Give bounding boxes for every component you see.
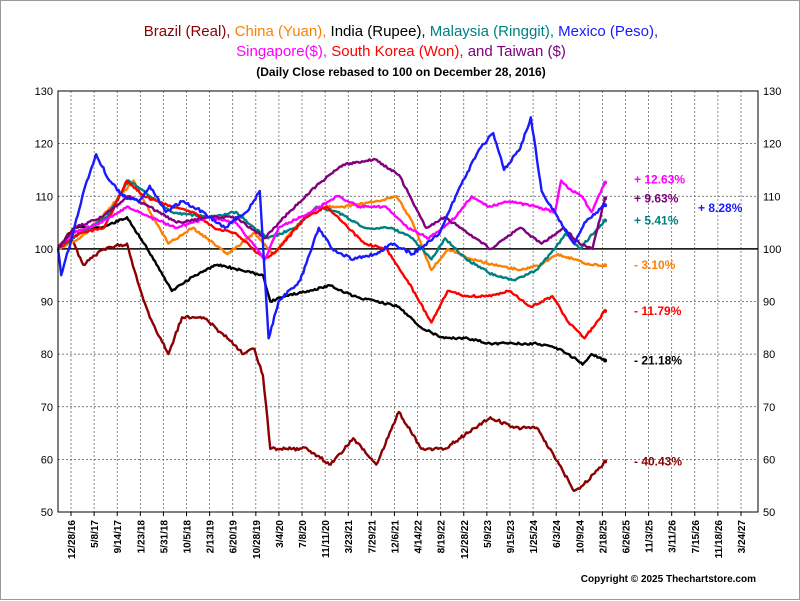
x-tick-label: 6/20/19 bbox=[229, 520, 240, 554]
series-end-label: + 8.28% bbox=[698, 201, 743, 215]
x-tick-label: 6/26/25 bbox=[621, 520, 632, 554]
series-line bbox=[56, 216, 606, 366]
series-end-point bbox=[603, 358, 608, 363]
y-tick-label-right: 100 bbox=[763, 244, 781, 256]
y-tick-label-left: 70 bbox=[41, 402, 53, 414]
title1-part-0: Brazil (Real), bbox=[144, 23, 235, 40]
title2-part-2: and Taiwan ($) bbox=[468, 43, 566, 60]
x-tick-label: 7/29/21 bbox=[367, 520, 378, 554]
x-tick-label: 1/25/24 bbox=[529, 520, 540, 554]
x-tick-label: 5/31/18 bbox=[159, 520, 170, 554]
x-tick-label: 12/6/21 bbox=[390, 520, 401, 554]
series-end-point bbox=[603, 459, 608, 464]
series-line bbox=[57, 179, 606, 272]
x-tick-label: 12/28/22 bbox=[460, 520, 471, 559]
y-tick-label-right: 80 bbox=[763, 349, 775, 361]
y-tick-label-left: 80 bbox=[41, 349, 53, 361]
title1-part-2: India (Rupee), bbox=[331, 23, 430, 40]
x-axis: 12/28/16 5/8/17 9/14/17 1/23/18 5/31/18 10/5/… bbox=[67, 512, 748, 559]
series-end-point bbox=[603, 180, 608, 185]
series-end-label: - 3.10% bbox=[634, 258, 676, 272]
title-line-2: Singapore($), South Korea (Won), and Tai… bbox=[236, 43, 566, 60]
x-tick-label: 3/11/26 bbox=[668, 520, 679, 553]
x-tick-label: 5/8/17 bbox=[90, 520, 101, 548]
title1-part-1: China (Yuan), bbox=[235, 23, 331, 40]
series-end-point bbox=[603, 263, 608, 268]
series-end-point bbox=[603, 308, 608, 313]
series-line bbox=[56, 231, 606, 493]
x-tick-label: 7/15/26 bbox=[691, 520, 702, 554]
y-tick-label-right: 90 bbox=[763, 297, 775, 309]
y-tick-label-left: 50 bbox=[41, 507, 53, 519]
y-tick-label-left: 120 bbox=[35, 139, 53, 151]
y-tick-label-left: 110 bbox=[35, 191, 53, 203]
x-tick-label: 6/3/24 bbox=[552, 520, 563, 548]
chart-title: Brazil (Real), China (Yuan), India (Rupe… bbox=[144, 23, 658, 79]
plot-border bbox=[57, 90, 759, 513]
series-end-label: + 5.41% bbox=[634, 213, 679, 227]
series-layer bbox=[56, 116, 608, 493]
end-labels: - 40.43% - 21.18% - 3.10% + 5.41% - 11.79% + … bbox=[634, 172, 743, 468]
y-tick-label-left: 60 bbox=[41, 454, 53, 466]
x-tick-label: 2/18/25 bbox=[598, 520, 609, 554]
x-tick-label: 10/28/19 bbox=[252, 520, 263, 559]
x-tick-label: 9/15/23 bbox=[506, 520, 517, 554]
chart-subtitle: (Daily Close rebased to 100 on December … bbox=[256, 65, 545, 79]
y-tick-label-right: 60 bbox=[763, 454, 775, 466]
x-tick-label: 3/24/27 bbox=[737, 520, 748, 554]
y-axis-right: 50 60 70 80 90 100 110 120 130 bbox=[763, 86, 781, 519]
x-tick-label: 7/8/20 bbox=[298, 520, 309, 548]
title2-part-1: South Korea (Won), bbox=[331, 43, 467, 60]
title1-part-3: Malaysia (Ringgit), bbox=[430, 23, 558, 40]
series-end-label: - 11.79% bbox=[634, 304, 682, 318]
x-tick-label: 9/14/17 bbox=[113, 520, 124, 554]
title-line-1: Brazil (Real), China (Yuan), India (Rupe… bbox=[144, 23, 658, 40]
x-tick-label: 4/14/22 bbox=[414, 520, 425, 554]
y-tick-label-left: 100 bbox=[35, 244, 53, 256]
x-tick-label: 3/23/21 bbox=[344, 520, 355, 554]
series-end-point bbox=[603, 218, 608, 223]
series-end-label: - 40.43% bbox=[634, 454, 682, 468]
y-tick-label-left: 90 bbox=[41, 297, 53, 309]
y-tick-label-right: 110 bbox=[763, 191, 781, 203]
y-tick-label-right: 120 bbox=[763, 139, 781, 151]
x-tick-label: 11/18/26 bbox=[714, 520, 725, 559]
x-tick-label: 10/9/24 bbox=[575, 520, 586, 554]
series-end-label: - 21.18% bbox=[634, 353, 682, 367]
y-axis-left: 50 60 70 80 90 100 110 120 130 bbox=[35, 86, 53, 519]
x-tick-label: 12/28/16 bbox=[67, 520, 78, 559]
title1-part-4: Mexico (Peso), bbox=[558, 23, 658, 40]
x-tick-label: 3/4/20 bbox=[275, 520, 286, 548]
x-tick-label: 1/23/18 bbox=[136, 520, 147, 554]
y-tick-label-right: 50 bbox=[763, 507, 775, 519]
title2-part-0: Singapore($), bbox=[236, 43, 331, 60]
x-tick-label: 5/9/23 bbox=[483, 520, 494, 548]
x-tick-label: 11/11/20 bbox=[321, 520, 332, 558]
x-tick-label: 11/3/25 bbox=[645, 520, 656, 553]
series-line bbox=[57, 179, 606, 340]
x-tick-label: 8/19/22 bbox=[437, 520, 448, 554]
x-tick-label: 2/13/19 bbox=[206, 520, 217, 554]
series-line bbox=[56, 179, 607, 261]
y-tick-label-right: 70 bbox=[763, 402, 775, 414]
series-end-label: + 12.63% bbox=[634, 172, 685, 186]
y-tick-label-left: 130 bbox=[35, 86, 53, 98]
series-end-point bbox=[603, 196, 608, 201]
series-line bbox=[56, 157, 607, 251]
series-end-point bbox=[603, 203, 608, 208]
copyright-text: Copyright © 2025 Thechartstore.com bbox=[581, 574, 756, 585]
y-tick-label-right: 130 bbox=[763, 86, 781, 98]
series-line bbox=[56, 116, 606, 340]
series-end-label: + 9.63% bbox=[634, 191, 679, 205]
x-tick-label: 10/5/18 bbox=[183, 520, 194, 554]
